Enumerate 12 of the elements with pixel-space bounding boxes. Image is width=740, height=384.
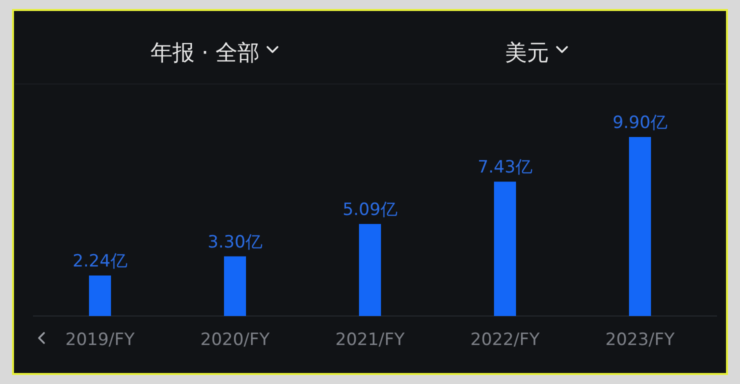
x-tick-label: 2021/FY: [335, 330, 406, 350]
x-tick-label: 2023/FY: [605, 330, 676, 350]
data-label: 5.09亿: [342, 200, 398, 220]
x-tick-label: 2020/FY: [200, 330, 270, 350]
data-label: 9.90亿: [612, 113, 668, 133]
data-label: 2.24亿: [72, 252, 128, 272]
subtitle: 美元: [505, 41, 549, 66]
title: 年报 · 全部: [150, 41, 260, 66]
x-tick-label: 2022/FY: [470, 330, 540, 350]
x-tick-label: 2019/FY: [65, 330, 136, 350]
data-label: 3.30亿: [208, 232, 262, 252]
data-label: 7.43亿: [478, 158, 532, 178]
